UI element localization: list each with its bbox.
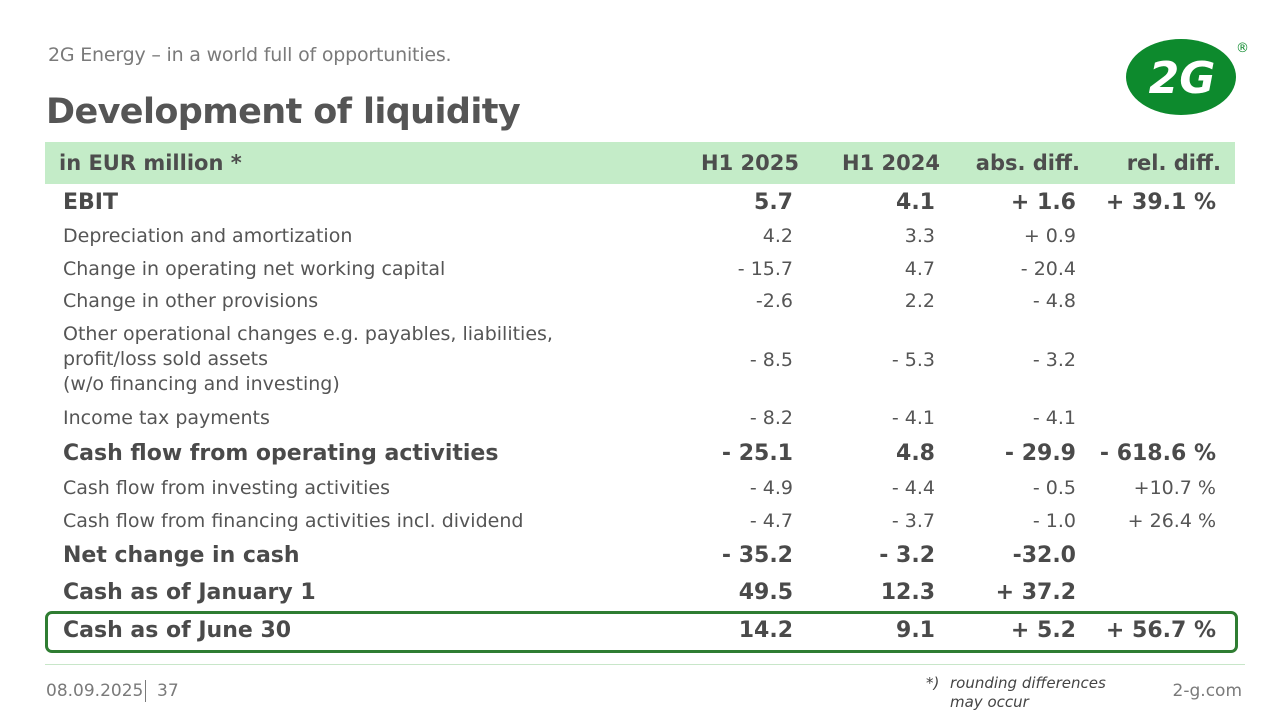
column-header-h1-2024: H1 2024	[842, 151, 940, 175]
table-row-investing-cash-flow: Cash flow from investing activities - 4.…	[45, 472, 1235, 504]
row-label: Cash flow from investing activities	[63, 477, 390, 499]
row-value-h1-2024: 12.3	[880, 580, 935, 605]
table-row-depreciation: Depreciation and amortization 4.2 3.3 + …	[45, 220, 1235, 252]
row-label: Net change in cash	[63, 543, 300, 568]
row-value-h1-2025: - 15.7	[737, 257, 793, 280]
row-value-h1-2025: -2.6	[755, 290, 793, 312]
row-label: Cash as of January 1	[63, 580, 316, 605]
row-value-abs-diff: -32.0	[1012, 543, 1076, 568]
row-value-h1-2024: 3.3	[904, 225, 935, 247]
column-header-h1-2025: H1 2025	[701, 151, 799, 175]
row-value-h1-2024: - 4.4	[891, 477, 935, 499]
row-label: Change in other provisions	[63, 290, 319, 312]
row-label: Cash flow from operating activities	[63, 440, 499, 466]
row-value-h1-2025: 49.5	[738, 580, 793, 605]
logo-text: 2G	[1149, 53, 1216, 104]
row-value-h1-2024: 9.1	[896, 617, 935, 643]
column-header-rel-diff: rel. diff.	[1126, 151, 1221, 175]
row-value-abs-diff: - 0.5	[1032, 477, 1076, 499]
row-label: Depreciation and amortization	[63, 225, 353, 247]
row-label: EBIT	[63, 189, 118, 215]
table-row-other-provisions: Change in other provisions -2.6 2.2 - 4.…	[45, 285, 1235, 317]
table-row-cash-january: Cash as of January 1 49.5 12.3 + 37.2	[45, 574, 1235, 611]
row-value-rel-diff	[1085, 537, 1216, 574]
row-value-h1-2024: 4.7	[904, 257, 935, 280]
table-row-other-operational-changes: Other operational changes e.g. payables,…	[45, 320, 1235, 400]
row-value-rel-diff	[1085, 285, 1216, 317]
row-value-abs-diff: - 1.0	[1032, 509, 1076, 532]
footnote-mark: *)	[926, 674, 940, 692]
row-value-rel-diff: + 39.1 %	[1105, 189, 1216, 215]
table-row-income-tax: Income tax payments - 8.2 - 4.1 - 4.1	[45, 402, 1235, 434]
slide-title: Development of liquidity	[46, 92, 521, 132]
table-row-operating-cash-flow: Cash flow from operating activities - 25…	[45, 434, 1235, 472]
row-value-h1-2025: - 35.2	[721, 543, 793, 568]
row-value-rel-diff	[1085, 402, 1216, 434]
row-value-h1-2025: - 8.2	[749, 407, 793, 429]
row-label: Income tax payments	[63, 407, 270, 429]
row-value-h1-2025: 4.2	[762, 225, 793, 247]
footer-url: 2-g.com	[1172, 681, 1242, 701]
column-header-label: in EUR million *	[59, 151, 242, 175]
table-row-net-change-in-cash: Net change in cash - 35.2 - 3.2 -32.0	[45, 537, 1235, 574]
row-value-rel-diff	[1085, 574, 1216, 611]
row-label: Cash as of June 30	[63, 617, 292, 643]
row-value-rel-diff: + 56.7 %	[1105, 617, 1216, 643]
row-value-h1-2025: - 25.1	[721, 440, 793, 466]
registered-mark-icon: ®	[1236, 41, 1248, 56]
row-value-h1-2025: - 8.5	[749, 349, 793, 371]
row-value-abs-diff: + 37.2	[995, 580, 1076, 605]
footnote-text: rounding differences may occur	[950, 674, 1106, 711]
row-value-abs-diff: + 0.9	[1023, 225, 1076, 247]
row-value-abs-diff: - 20.4	[1020, 257, 1076, 280]
row-value-h1-2025: 14.2	[738, 617, 793, 643]
footer-date: 08.09.2025	[46, 681, 144, 701]
row-value-rel-diff: + 26.4 %	[1127, 509, 1216, 532]
row-value-rel-diff	[1085, 252, 1216, 285]
row-label: Cash flow from financing activities incl…	[63, 509, 524, 532]
row-value-h1-2025: 5.7	[754, 189, 793, 215]
row-value-h1-2024: 4.1	[896, 189, 935, 215]
row-value-abs-diff: - 29.9	[1004, 440, 1076, 466]
row-value-rel-diff	[1085, 320, 1216, 400]
row-label: Other operational changes e.g. payables,…	[63, 323, 553, 395]
page-number: 37	[157, 681, 179, 701]
slide-subtitle: 2G Energy – in a world full of opportuni…	[48, 44, 452, 66]
row-value-rel-diff: - 618.6 %	[1099, 440, 1216, 466]
footer-divider	[45, 664, 1245, 665]
footer-separator	[145, 680, 146, 702]
row-value-rel-diff	[1085, 220, 1216, 252]
row-value-h1-2024: - 5.3	[891, 349, 935, 371]
table-row-cash-june: Cash as of June 30 14.2 9.1 + 5.2 + 56.7…	[45, 611, 1235, 649]
row-value-h1-2025: - 4.9	[749, 477, 793, 499]
row-value-h1-2024: - 4.1	[891, 407, 935, 429]
table-row-ebit: EBIT 5.7 4.1 + 1.6 + 39.1 %	[45, 184, 1235, 220]
row-value-rel-diff: +10.7 %	[1133, 477, 1216, 499]
row-value-h1-2024: - 3.7	[891, 509, 935, 532]
column-header-abs-diff: abs. diff.	[975, 151, 1080, 175]
table-row-financing-cash-flow: Cash flow from financing activities incl…	[45, 504, 1235, 537]
row-value-h1-2024: - 3.2	[879, 543, 935, 568]
row-label: Change in operating net working capital	[63, 257, 446, 280]
row-value-h1-2024: 2.2	[904, 290, 935, 312]
row-value-h1-2024: 4.8	[896, 440, 935, 466]
company-logo: 2G ®	[1126, 39, 1248, 115]
row-value-h1-2025: - 4.7	[749, 509, 793, 532]
table-header: in EUR million * H1 2025 H1 2024 abs. di…	[45, 142, 1235, 184]
row-value-abs-diff: - 4.1	[1032, 407, 1076, 429]
logo-ellipse	[1126, 39, 1236, 115]
row-value-abs-diff: - 3.2	[1032, 349, 1076, 371]
row-value-abs-diff: + 1.6	[1010, 189, 1076, 215]
row-value-abs-diff: - 4.8	[1032, 290, 1076, 312]
table-row-net-working-capital: Change in operating net working capital …	[45, 252, 1235, 285]
row-value-abs-diff: + 5.2	[1010, 617, 1076, 643]
